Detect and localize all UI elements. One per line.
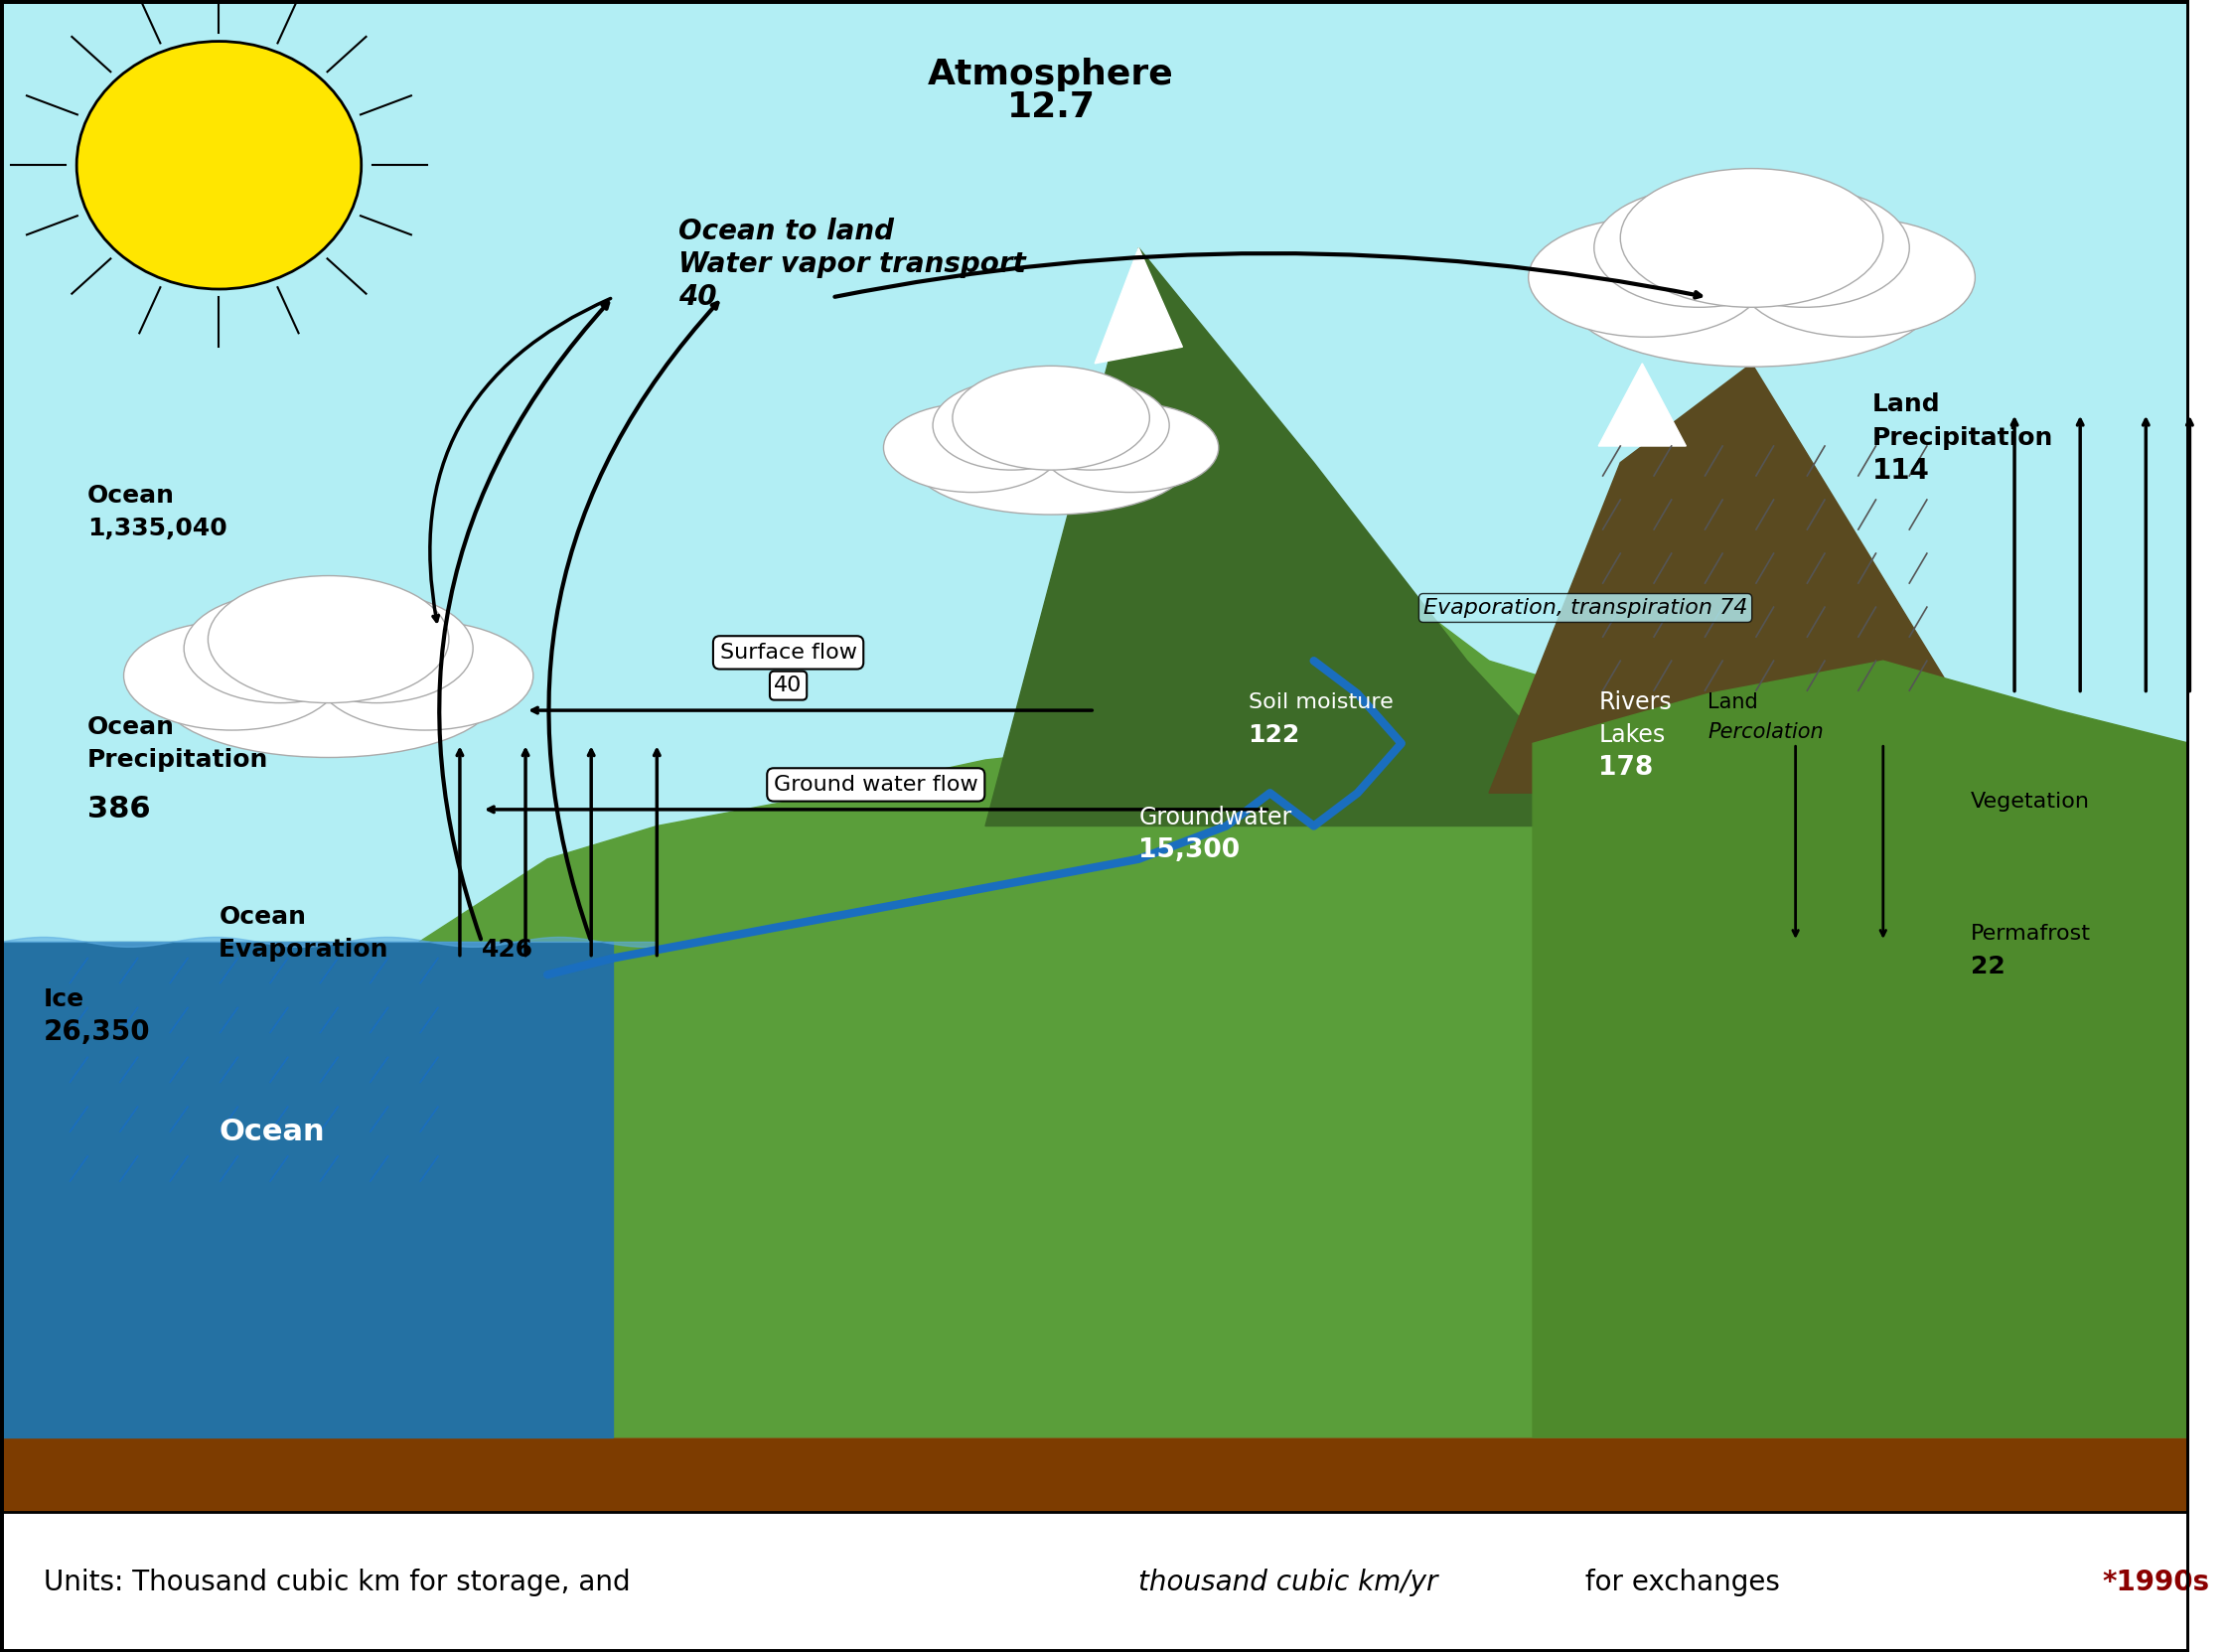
Text: Ground water flow: Ground water flow [773, 775, 978, 795]
Text: Ice: Ice [45, 988, 85, 1011]
Text: 12.7: 12.7 [1007, 91, 1096, 124]
Text: Land: Land [1709, 692, 1758, 712]
FancyBboxPatch shape [0, 1512, 2190, 1652]
Text: *1990s: *1990s [2101, 1569, 2210, 1596]
Ellipse shape [125, 621, 341, 730]
Text: 40: 40 [680, 284, 717, 311]
Text: 40: 40 [773, 676, 802, 695]
Text: Water vapor transport: Water vapor transport [680, 251, 1027, 278]
Ellipse shape [1738, 218, 1974, 337]
Text: Percolation: Percolation [1709, 722, 1825, 742]
Ellipse shape [1528, 218, 1765, 337]
Text: Atmosphere: Atmosphere [929, 58, 1174, 91]
Ellipse shape [1593, 188, 1805, 307]
Text: 426: 426 [481, 938, 532, 961]
Ellipse shape [1569, 228, 1936, 367]
Text: Evaporation, transpiration 74: Evaporation, transpiration 74 [1424, 598, 1747, 618]
Text: Vegetation: Vegetation [1972, 791, 2090, 811]
Ellipse shape [316, 621, 532, 730]
Text: Land: Land [1872, 393, 1941, 416]
Ellipse shape [281, 595, 472, 704]
Ellipse shape [1012, 382, 1170, 471]
Text: Ocean: Ocean [218, 1117, 325, 1146]
Text: 1,335,040: 1,335,040 [87, 517, 227, 540]
Ellipse shape [885, 403, 1061, 492]
Text: 114: 114 [1872, 458, 1929, 484]
Polygon shape [0, 1437, 2190, 1652]
Ellipse shape [954, 367, 1150, 471]
Polygon shape [0, 958, 1139, 1437]
Polygon shape [0, 1239, 1139, 1437]
Text: 178: 178 [1597, 755, 1653, 781]
Text: 22: 22 [1972, 955, 2005, 978]
Text: Soil moisture: Soil moisture [1248, 692, 1392, 712]
Text: Lakes: Lakes [1597, 724, 1664, 747]
Text: 122: 122 [1248, 724, 1299, 747]
Polygon shape [1597, 363, 1687, 446]
Polygon shape [439, 958, 2190, 1437]
Polygon shape [1094, 248, 1183, 363]
Text: 386: 386 [87, 795, 152, 824]
Polygon shape [1533, 661, 2190, 1437]
Text: Rivers: Rivers [1597, 691, 1671, 714]
Ellipse shape [1620, 169, 1883, 307]
Ellipse shape [1040, 403, 1219, 492]
Text: Precipitation: Precipitation [1872, 426, 2054, 449]
Text: Groundwater: Groundwater [1139, 806, 1292, 829]
Text: Units: Thousand cubic km for storage, and: Units: Thousand cubic km for storage, an… [45, 1569, 639, 1596]
Polygon shape [0, 942, 613, 1437]
Ellipse shape [185, 595, 377, 704]
Text: Ocean: Ocean [87, 484, 176, 507]
Polygon shape [394, 578, 2190, 1437]
Ellipse shape [913, 411, 1190, 515]
Text: Ocean: Ocean [218, 905, 307, 928]
Text: Ocean: Ocean [87, 715, 176, 738]
Ellipse shape [207, 577, 448, 704]
Text: Permafrost: Permafrost [1972, 923, 2090, 943]
Text: Surface flow: Surface flow [720, 643, 858, 662]
Ellipse shape [1700, 188, 1909, 307]
Text: Precipitation: Precipitation [87, 748, 270, 771]
Text: 15,300: 15,300 [1139, 838, 1241, 864]
Polygon shape [985, 248, 1620, 826]
Text: Ocean to land: Ocean to land [680, 218, 893, 244]
Ellipse shape [76, 41, 361, 289]
Text: for exchanges: for exchanges [1577, 1569, 1780, 1596]
Text: Evaporation: Evaporation [218, 938, 397, 961]
Text: 26,350: 26,350 [45, 1019, 152, 1046]
Ellipse shape [160, 631, 497, 757]
Text: thousand cubic km/yr: thousand cubic km/yr [1139, 1569, 1437, 1596]
Ellipse shape [934, 382, 1089, 471]
Polygon shape [1488, 363, 2014, 793]
